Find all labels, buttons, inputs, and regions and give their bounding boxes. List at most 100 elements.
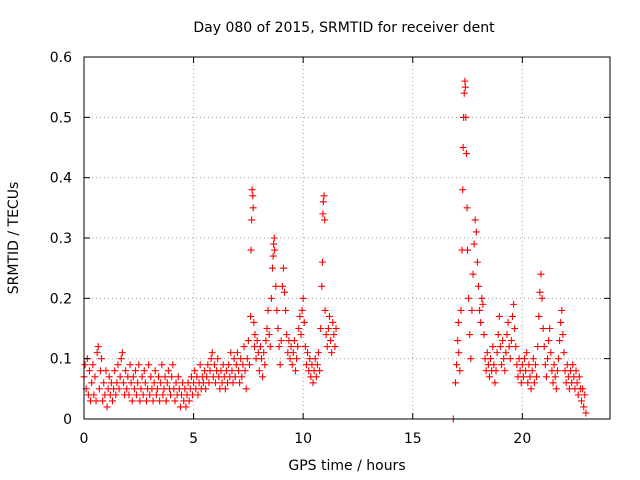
data-point xyxy=(206,367,214,375)
data-point xyxy=(274,325,282,332)
data-point xyxy=(540,343,548,351)
data-point xyxy=(126,361,134,369)
y-tick-label: 0.6 xyxy=(50,50,72,66)
data-point xyxy=(512,343,520,351)
data-point xyxy=(236,379,244,387)
data-point xyxy=(230,355,238,363)
data-point xyxy=(164,367,172,375)
data-point xyxy=(269,252,277,260)
data-point xyxy=(533,373,541,381)
data-point xyxy=(579,385,587,393)
data-point xyxy=(301,343,309,351)
data-point xyxy=(479,300,487,308)
data-point xyxy=(194,391,202,399)
data-point xyxy=(558,306,566,314)
y-tick-label: 0 xyxy=(63,412,72,428)
data-point xyxy=(271,246,279,254)
data-point xyxy=(493,349,501,357)
data-point xyxy=(108,397,116,405)
data-point xyxy=(331,343,339,351)
data-point xyxy=(247,246,255,254)
data-point xyxy=(159,391,167,399)
data-point xyxy=(556,337,564,345)
data-point xyxy=(127,379,135,387)
data-point xyxy=(89,361,97,369)
data-point xyxy=(128,397,136,405)
data-point xyxy=(315,349,323,357)
data-point xyxy=(451,379,459,387)
data-point xyxy=(291,367,299,375)
data-point xyxy=(480,331,488,339)
x-tick-label: 10 xyxy=(294,431,312,447)
data-point xyxy=(85,367,93,375)
data-point xyxy=(288,361,296,369)
data-point xyxy=(275,343,283,351)
data-point xyxy=(323,343,331,351)
data-point xyxy=(182,403,190,411)
data-point xyxy=(321,216,329,224)
data-point xyxy=(214,355,222,363)
data-point xyxy=(459,144,467,151)
x-tick-label: 20 xyxy=(513,431,531,447)
data-point xyxy=(152,391,160,399)
data-point xyxy=(300,318,308,326)
data-point xyxy=(151,367,159,375)
data-point xyxy=(100,379,108,387)
data-point xyxy=(256,343,264,351)
data-point xyxy=(475,282,482,290)
data-point xyxy=(494,331,502,339)
data-point xyxy=(573,379,581,387)
data-point xyxy=(574,391,582,399)
data-point xyxy=(311,355,319,363)
data-point xyxy=(136,397,144,405)
data-point xyxy=(330,331,338,339)
data-point xyxy=(499,337,507,345)
data-point xyxy=(553,367,561,375)
data-point xyxy=(88,379,96,387)
data-point xyxy=(248,216,256,224)
data-point xyxy=(270,234,278,242)
data-point xyxy=(286,355,294,363)
data-point xyxy=(312,373,320,381)
data-point xyxy=(319,198,327,206)
data-point xyxy=(139,391,147,399)
data-point xyxy=(204,361,212,369)
data-point xyxy=(268,264,276,272)
data-point xyxy=(242,385,250,393)
data-point xyxy=(251,331,259,339)
data-point xyxy=(547,349,555,357)
data-point xyxy=(105,373,113,381)
data-point xyxy=(459,186,467,194)
data-point xyxy=(464,246,472,254)
data-point xyxy=(321,306,329,314)
data-point xyxy=(231,373,239,381)
data-point xyxy=(465,294,473,302)
data-point xyxy=(249,192,257,200)
data-point xyxy=(304,349,312,357)
data-point xyxy=(491,379,499,387)
data-point xyxy=(492,367,500,375)
data-point xyxy=(243,355,251,363)
data-point xyxy=(298,306,306,314)
data-point xyxy=(295,325,303,332)
data-point xyxy=(240,343,248,351)
data-point xyxy=(156,397,164,405)
data-point xyxy=(265,331,273,339)
data-point xyxy=(317,325,325,332)
data-point xyxy=(471,216,479,224)
data-point xyxy=(232,361,240,369)
data-point xyxy=(456,367,464,375)
data-point xyxy=(569,361,577,369)
data-point xyxy=(150,379,158,387)
y-tick-label: 0.3 xyxy=(50,231,72,247)
data-point xyxy=(470,240,478,248)
chart-title: Day 080 of 2015, SRMTID for receiver den… xyxy=(193,20,495,36)
grid-lines xyxy=(84,57,610,419)
data-point xyxy=(241,367,249,375)
data-point xyxy=(332,325,340,332)
data-point xyxy=(266,343,274,351)
data-point xyxy=(529,355,537,363)
data-point xyxy=(147,373,155,381)
data-point xyxy=(507,337,515,345)
data-point xyxy=(327,337,335,345)
